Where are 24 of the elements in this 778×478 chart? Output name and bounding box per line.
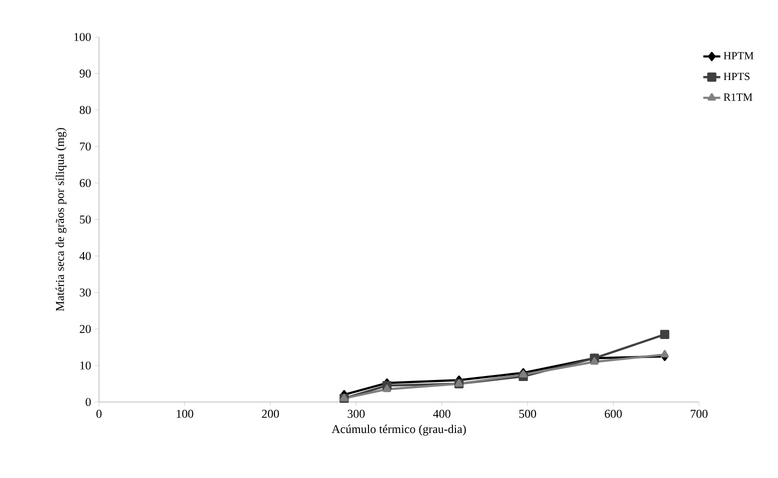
x-tick-label: 200 (262, 410, 279, 418)
y-tick-label: 40 (80, 252, 91, 260)
y-tick-label: 60 (80, 178, 91, 188)
x-tick-label: 500 (519, 410, 536, 418)
legend-label: HPTS (724, 72, 750, 80)
y-tick-label: 50 (80, 215, 91, 224)
y-tick-label: 30 (80, 288, 91, 297)
y-axis-title: Matéria seca de grãos por síliqua (mg) (56, 128, 66, 312)
y-tick-label: 100 (74, 32, 91, 42)
x-tick-label: 0 (96, 410, 102, 418)
x-tick-label: 600 (604, 410, 622, 418)
y-tick-label: 20 (80, 324, 91, 334)
y-tick-label: 90 (80, 69, 91, 78)
y-tick-label: 0 (86, 398, 91, 406)
legend-label: HPTM (724, 52, 754, 60)
x-tick-label: 100 (176, 410, 194, 418)
x-axis-title: Acúmulo térmico (grau-dia) (332, 424, 466, 436)
x-tick-label: 400 (433, 410, 450, 418)
x-tick-label: 700 (690, 410, 708, 418)
y-tick-label: 10 (80, 361, 91, 370)
x-tick-label: 300 (348, 410, 365, 418)
legend-label: R1TM (724, 93, 752, 101)
y-tick-label: 70 (80, 142, 91, 151)
y-tick-label: 80 (80, 106, 91, 114)
